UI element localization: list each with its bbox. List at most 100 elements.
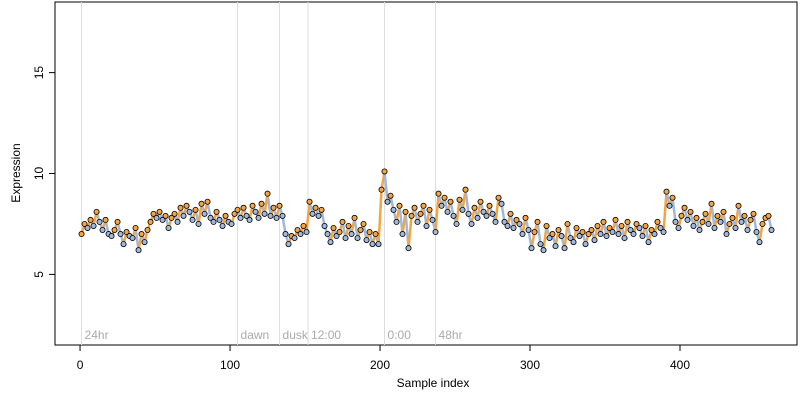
point <box>615 231 622 238</box>
point <box>744 226 751 233</box>
point <box>213 208 220 215</box>
point <box>456 196 463 203</box>
point <box>633 220 640 227</box>
point <box>759 220 766 227</box>
point <box>510 224 517 231</box>
point <box>543 222 550 229</box>
point <box>690 222 697 229</box>
point <box>675 224 682 231</box>
point <box>552 243 559 250</box>
point <box>693 214 700 221</box>
point <box>255 214 262 221</box>
point <box>177 204 184 211</box>
point <box>516 220 523 227</box>
point <box>261 210 268 217</box>
point <box>405 245 412 252</box>
point <box>360 220 367 227</box>
point <box>351 214 358 221</box>
point <box>492 218 499 225</box>
point <box>120 241 127 248</box>
point <box>348 231 355 238</box>
point <box>696 226 703 233</box>
point <box>270 204 277 211</box>
point <box>483 212 490 219</box>
point <box>687 208 694 215</box>
point <box>186 208 193 215</box>
point <box>582 241 589 248</box>
x-tick-label: 300 <box>520 358 540 372</box>
point <box>336 229 343 236</box>
point <box>645 239 652 246</box>
point <box>474 214 481 221</box>
point <box>528 245 535 252</box>
point <box>669 194 676 201</box>
point <box>477 198 484 205</box>
point <box>609 229 616 236</box>
point <box>210 218 217 225</box>
point <box>768 226 775 233</box>
point <box>558 233 565 240</box>
point <box>300 222 307 229</box>
point <box>252 208 259 215</box>
point <box>81 220 88 227</box>
point <box>216 216 223 223</box>
point <box>435 190 442 197</box>
point <box>147 218 154 225</box>
point <box>717 218 724 225</box>
point <box>450 212 457 219</box>
point <box>639 233 646 240</box>
point <box>135 247 142 254</box>
point <box>426 206 433 213</box>
segment <box>671 197 677 223</box>
point <box>606 224 613 231</box>
segment <box>722 211 728 235</box>
point <box>219 222 226 229</box>
point <box>153 214 160 221</box>
point <box>321 222 328 229</box>
point <box>537 241 544 248</box>
point <box>372 231 379 238</box>
point <box>327 239 334 246</box>
point <box>501 218 508 225</box>
point <box>159 216 166 223</box>
x-tick-label: 100 <box>220 358 240 372</box>
point <box>90 222 97 229</box>
point <box>489 210 496 217</box>
point <box>684 216 691 223</box>
point <box>171 210 178 217</box>
point <box>339 218 346 225</box>
x-axis-label: Sample index <box>397 376 470 390</box>
point <box>402 208 409 215</box>
y-tick-label: 15 <box>32 66 46 80</box>
point <box>123 229 130 236</box>
point <box>399 231 406 238</box>
annotation: 48hr <box>439 328 463 342</box>
point <box>234 206 241 213</box>
point <box>672 218 679 225</box>
point <box>297 231 304 238</box>
segment <box>353 217 359 239</box>
point <box>114 218 121 225</box>
point <box>381 168 388 175</box>
segment <box>536 221 542 245</box>
point <box>363 237 370 244</box>
point <box>366 229 373 236</box>
point <box>447 198 454 205</box>
point <box>573 224 580 231</box>
point <box>369 241 376 248</box>
point <box>144 226 151 233</box>
point <box>738 218 745 225</box>
point <box>273 214 280 221</box>
point <box>666 202 673 209</box>
point <box>624 218 631 225</box>
segment <box>434 193 440 233</box>
point <box>264 190 271 197</box>
point <box>612 216 619 223</box>
point <box>579 229 586 236</box>
point <box>636 224 643 231</box>
point <box>201 210 208 217</box>
point <box>570 239 577 246</box>
point <box>240 204 247 211</box>
point <box>180 212 187 219</box>
point <box>507 210 514 217</box>
